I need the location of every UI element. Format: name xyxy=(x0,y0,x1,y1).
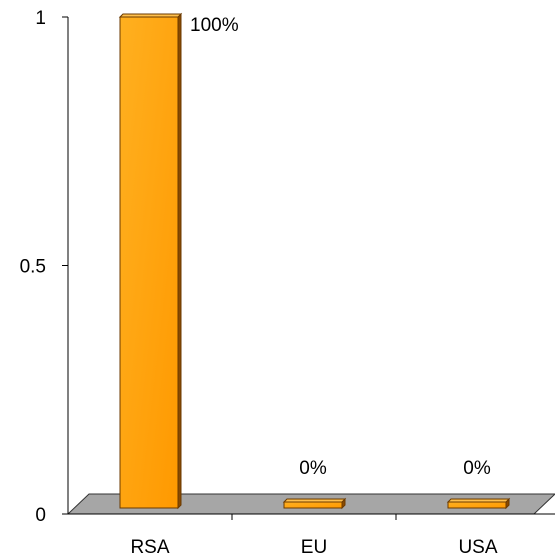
x-tick-label: RSA xyxy=(130,537,169,558)
y-tick-label: 1 xyxy=(35,8,46,29)
y-tick-label: 0 xyxy=(35,505,46,526)
y-tick-label: 0.5 xyxy=(20,257,46,278)
data-label: 0% xyxy=(463,458,491,479)
bar-front xyxy=(447,501,507,509)
bar-front xyxy=(283,501,343,509)
x-tick-label: USA xyxy=(458,537,497,558)
data-label: 0% xyxy=(299,458,327,479)
bar-front xyxy=(119,16,179,509)
data-label: 100% xyxy=(190,15,239,36)
x-tick-label: EU xyxy=(301,537,327,558)
bar-eu xyxy=(282,497,347,510)
bar-rsa xyxy=(118,12,183,510)
bar-usa xyxy=(446,497,511,510)
